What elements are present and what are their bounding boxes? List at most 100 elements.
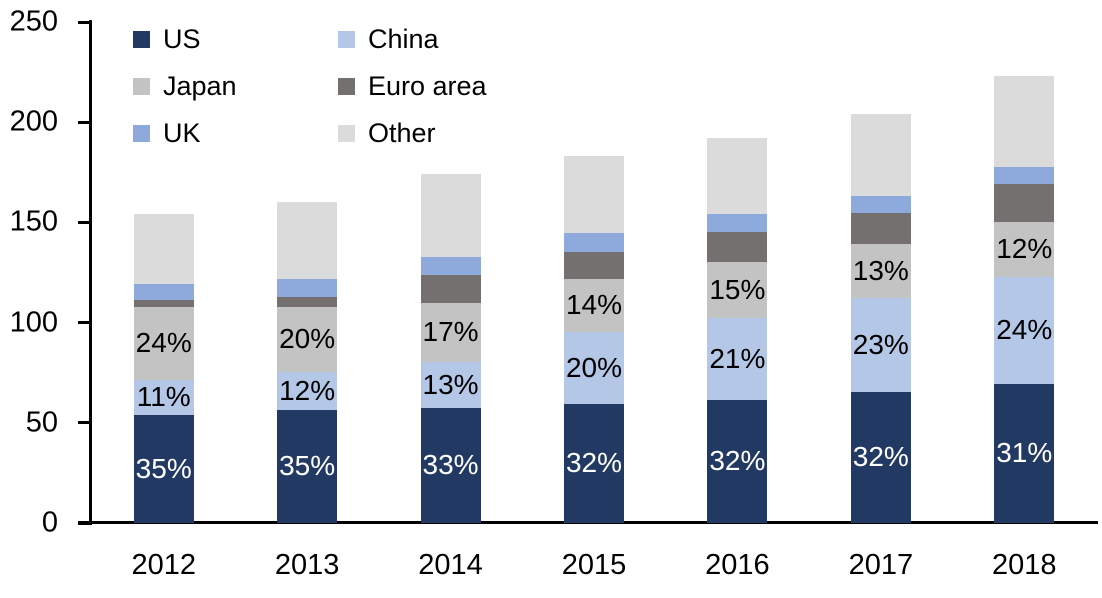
bar-segment-2014-us: 33% [420,407,481,523]
percent-label: 31% [996,437,1053,469]
bar-segment-2012-euro-area [133,299,194,307]
bar-segment-2013-japan: 20% [277,306,338,372]
percent-label: 32% [709,445,766,477]
legend-swatch-icon [133,77,150,95]
bar-segment-2015-other [563,156,624,234]
legend-label: Other [368,117,436,148]
bar-segment-2017-china: 23% [850,297,911,392]
y-axis-tick-label: 250 [9,5,58,38]
bar-segment-2015-euro-area [563,252,624,279]
bar-segment-2014-euro-area [420,274,481,303]
bar-segment-2017-other [850,114,911,197]
bar-2017: 32% 23% 13% [850,114,911,523]
bar-segment-2018-japan: 12% [994,222,1055,277]
legend-label: UK [163,117,201,148]
y-axis-tick [78,321,92,325]
percent-label: 24% [135,327,192,359]
y-axis-tick-label: 50 [25,406,58,439]
bar-2012: 35% 11% 24% [133,214,194,523]
x-axis-tick-label-2013: 2013 [274,549,340,581]
percent-label: 20% [279,323,336,355]
bar-segment-2014-other [420,174,481,257]
percent-label: 32% [852,441,909,473]
bar-segment-2017-uk [850,196,911,214]
x-axis-tick-label-2018: 2018 [991,549,1057,581]
legend-item-euro-area: Euro area [338,72,487,99]
bar-segment-2013-other [277,202,338,279]
percent-label: 15% [709,273,766,305]
bar-slot-2016: 32% 21% 15% [666,22,809,523]
legend-swatch-icon [338,124,355,142]
bar-segment-2015-uk [563,233,624,253]
legend-swatch-icon [133,124,150,142]
percent-label: 35% [279,450,336,482]
percent-label: 21% [709,342,766,374]
y-axis-tick [78,20,92,24]
bar-segment-2012-uk [133,283,194,300]
bar-segment-2013-us: 35% [277,409,338,523]
percent-label: 17% [422,316,479,348]
legend-item-japan: Japan [133,72,338,99]
y-axis-tick-label: 0 [41,506,58,539]
bar-slot-2013: 35% 12% 20% [235,22,378,523]
bar-slot-2015: 32% 20% 14% [522,22,665,523]
bar-segment-2018-us: 31% [994,383,1055,523]
bar-segment-2016-china: 21% [707,317,768,400]
y-axis-tick [78,220,92,224]
percent-label: 12% [996,233,1053,265]
legend-item-china: China [338,25,487,52]
chart-legend: US China Japan Euro area UK Other [133,25,487,146]
bar-segment-2017-japan: 13% [850,244,911,298]
bar-slot-2017: 32% 23% 13% [809,22,952,523]
bar-2013: 35% 12% 20% [277,202,338,523]
legend-label: Euro area [368,70,487,101]
bar-segment-2012-us: 35% [133,414,194,523]
bar-segment-2016-us: 32% [707,399,768,523]
legend-label: China [368,23,439,54]
y-axis-tick-label: 150 [9,205,58,238]
bar-slot-2012: 35% 11% 24% [92,22,235,523]
legend-swatch-icon [338,77,355,95]
percent-label: 12% [279,374,336,406]
bar-segment-2018-euro-area [994,184,1055,223]
y-axis-tick-label: 100 [9,306,58,339]
percent-label: 35% [135,452,192,484]
percent-label: 13% [422,368,479,400]
bar-segment-2014-uk [420,256,481,275]
legend-label: US [163,23,201,54]
legend-item-uk: UK [133,119,338,146]
bar-slot-2014: 33% 13% 17% [379,22,522,523]
percent-label: 33% [422,449,479,481]
bar-segment-2012-japan: 24% [133,306,194,380]
bar-segment-2012-china: 11% [133,379,194,415]
bar-segment-2014-japan: 17% [420,302,481,362]
bar-2014: 33% 13% 17% [420,174,481,523]
bar-segment-2013-china: 12% [277,371,338,410]
bar-2018: 31% 24% 12% [994,76,1055,523]
percent-label: 13% [852,255,909,287]
y-axis-line [89,20,92,523]
x-axis-tick-label-2014: 2014 [418,549,483,581]
legend-swatch-icon [338,30,355,48]
y-axis-tick [78,421,92,425]
y-axis-tick [78,120,92,124]
bar-segment-2017-us: 32% [850,391,911,523]
percent-label: 24% [996,314,1053,346]
bar-segment-2016-euro-area [707,232,768,262]
x-axis-labels: 2012 2013 2014 2015 2016 2017 2018 [92,550,1096,580]
plot-area: 35% 11% 24% 35% 12% 20% 33% 13% 17% 32% 20% 14% 32% 2… [92,22,1096,523]
legend-item-us: US [133,25,338,52]
bar-segment-2015-us: 32% [563,403,624,523]
percent-label: 32% [565,447,622,479]
percent-label: 20% [565,351,622,383]
bar-segment-2013-euro-area [277,296,338,307]
bar-segment-2014-china: 13% [420,361,481,408]
bar-segment-2018-other [994,76,1055,168]
percent-label: 11% [136,381,191,413]
bar-segment-2016-japan: 15% [707,261,768,318]
bar-2015: 32% 20% 14% [563,156,624,523]
bar-segment-2013-uk [277,278,338,297]
legend-swatch-icon [133,30,150,48]
x-axis-tick-label-2012: 2012 [131,549,196,581]
